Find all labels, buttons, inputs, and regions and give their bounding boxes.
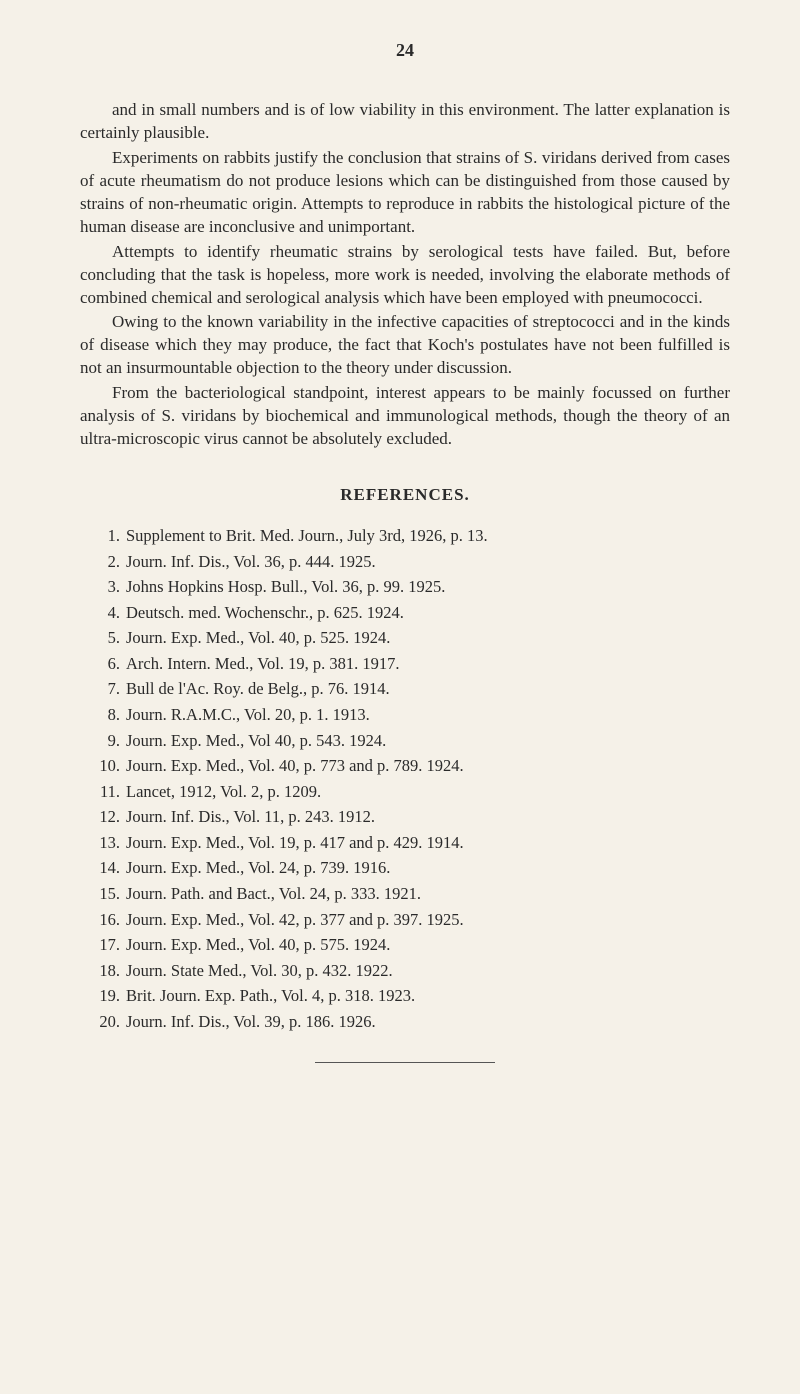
reference-item: 10.Journ. Exp. Med., Vol. 40, p. 773 and… [92,753,730,779]
reference-number: 15. [92,881,120,907]
references-list: 1.Supplement to Brit. Med. Journ., July … [80,523,730,1034]
reference-item: 12.Journ. Inf. Dis., Vol. 11, p. 243. 19… [92,804,730,830]
body-paragraph: Owing to the known variability in the in… [80,311,730,380]
reference-item: 15.Journ. Path. and Bact., Vol. 24, p. 3… [92,881,730,907]
reference-number: 20. [92,1009,120,1035]
reference-item: 4.Deutsch. med. Wochenschr., p. 625. 192… [92,600,730,626]
reference-item: 17.Journ. Exp. Med., Vol. 40, p. 575. 19… [92,932,730,958]
reference-item: 20.Journ. Inf. Dis., Vol. 39, p. 186. 19… [92,1009,730,1035]
page-number: 24 [80,40,730,61]
document-page: 24 and in small numbers and is of low vi… [0,0,800,1394]
reference-item: 9.Journ. Exp. Med., Vol 40, p. 543. 1924… [92,728,730,754]
reference-item: 1.Supplement to Brit. Med. Journ., July … [92,523,730,549]
reference-item: 16.Journ. Exp. Med., Vol. 42, p. 377 and… [92,907,730,933]
reference-number: 7. [92,676,120,702]
reference-item: 18.Journ. State Med., Vol. 30, p. 432. 1… [92,958,730,984]
reference-number: 5. [92,625,120,651]
reference-item: 5.Journ. Exp. Med., Vol. 40, p. 525. 192… [92,625,730,651]
reference-text: Journ. Exp. Med., Vol. 19, p. 417 and p.… [120,830,464,856]
reference-text: Journ. Exp. Med., Vol. 24, p. 739. 1916. [120,855,390,881]
body-paragraph: From the bacteriological standpoint, int… [80,382,730,451]
reference-text: Lancet, 1912, Vol. 2, p. 1209. [120,779,321,805]
reference-number: 9. [92,728,120,754]
reference-text: Journ. Inf. Dis., Vol. 36, p. 444. 1925. [120,549,376,575]
reference-text: Supplement to Brit. Med. Journ., July 3r… [120,523,488,549]
reference-number: 10. [92,753,120,779]
reference-text: Johns Hopkins Hosp. Bull., Vol. 36, p. 9… [120,574,445,600]
reference-text: Journ. Exp. Med., Vol. 40, p. 773 and p.… [120,753,464,779]
reference-number: 1. [92,523,120,549]
reference-text: Journ. Exp. Med., Vol. 40, p. 575. 1924. [120,932,390,958]
reference-number: 13. [92,830,120,856]
reference-text: Journ. Exp. Med., Vol 40, p. 543. 1924. [120,728,386,754]
reference-text: Journ. Inf. Dis., Vol. 39, p. 186. 1926. [120,1009,376,1035]
reference-item: 3.Johns Hopkins Hosp. Bull., Vol. 36, p.… [92,574,730,600]
reference-text: Arch. Intern. Med., Vol. 19, p. 381. 191… [120,651,399,677]
reference-number: 17. [92,932,120,958]
body-paragraph: Experiments on rabbits justify the concl… [80,147,730,239]
reference-text: Journ. Inf. Dis., Vol. 11, p. 243. 1912. [120,804,375,830]
divider-rule [315,1062,495,1063]
body-paragraph: and in small numbers and is of low viabi… [80,99,730,145]
reference-text: Brit. Journ. Exp. Path., Vol. 4, p. 318.… [120,983,415,1009]
reference-number: 2. [92,549,120,575]
reference-item: 13.Journ. Exp. Med., Vol. 19, p. 417 and… [92,830,730,856]
reference-item: 11.Lancet, 1912, Vol. 2, p. 1209. [92,779,730,805]
reference-item: 2.Journ. Inf. Dis., Vol. 36, p. 444. 192… [92,549,730,575]
reference-number: 3. [92,574,120,600]
reference-text: Journ. State Med., Vol. 30, p. 432. 1922… [120,958,393,984]
reference-text: Journ. Exp. Med., Vol. 40, p. 525. 1924. [120,625,390,651]
reference-text: Bull de l'Ac. Roy. de Belg., p. 76. 1914… [120,676,390,702]
reference-item: 19.Brit. Journ. Exp. Path., Vol. 4, p. 3… [92,983,730,1009]
reference-number: 18. [92,958,120,984]
reference-text: Deutsch. med. Wochenschr., p. 625. 1924. [120,600,404,626]
reference-number: 4. [92,600,120,626]
reference-number: 16. [92,907,120,933]
reference-item: 14.Journ. Exp. Med., Vol. 24, p. 739. 19… [92,855,730,881]
reference-number: 8. [92,702,120,728]
reference-number: 6. [92,651,120,677]
reference-text: Journ. Path. and Bact., Vol. 24, p. 333.… [120,881,421,907]
reference-item: 6.Arch. Intern. Med., Vol. 19, p. 381. 1… [92,651,730,677]
body-paragraph: Attempts to identify rheumatic strains b… [80,241,730,310]
reference-text: Journ. Exp. Med., Vol. 42, p. 377 and p.… [120,907,464,933]
references-heading: REFERENCES. [80,485,730,505]
reference-number: 19. [92,983,120,1009]
reference-number: 11. [92,779,120,805]
reference-number: 12. [92,804,120,830]
reference-item: 7.Bull de l'Ac. Roy. de Belg., p. 76. 19… [92,676,730,702]
reference-number: 14. [92,855,120,881]
reference-item: 8.Journ. R.A.M.C., Vol. 20, p. 1. 1913. [92,702,730,728]
reference-text: Journ. R.A.M.C., Vol. 20, p. 1. 1913. [120,702,370,728]
